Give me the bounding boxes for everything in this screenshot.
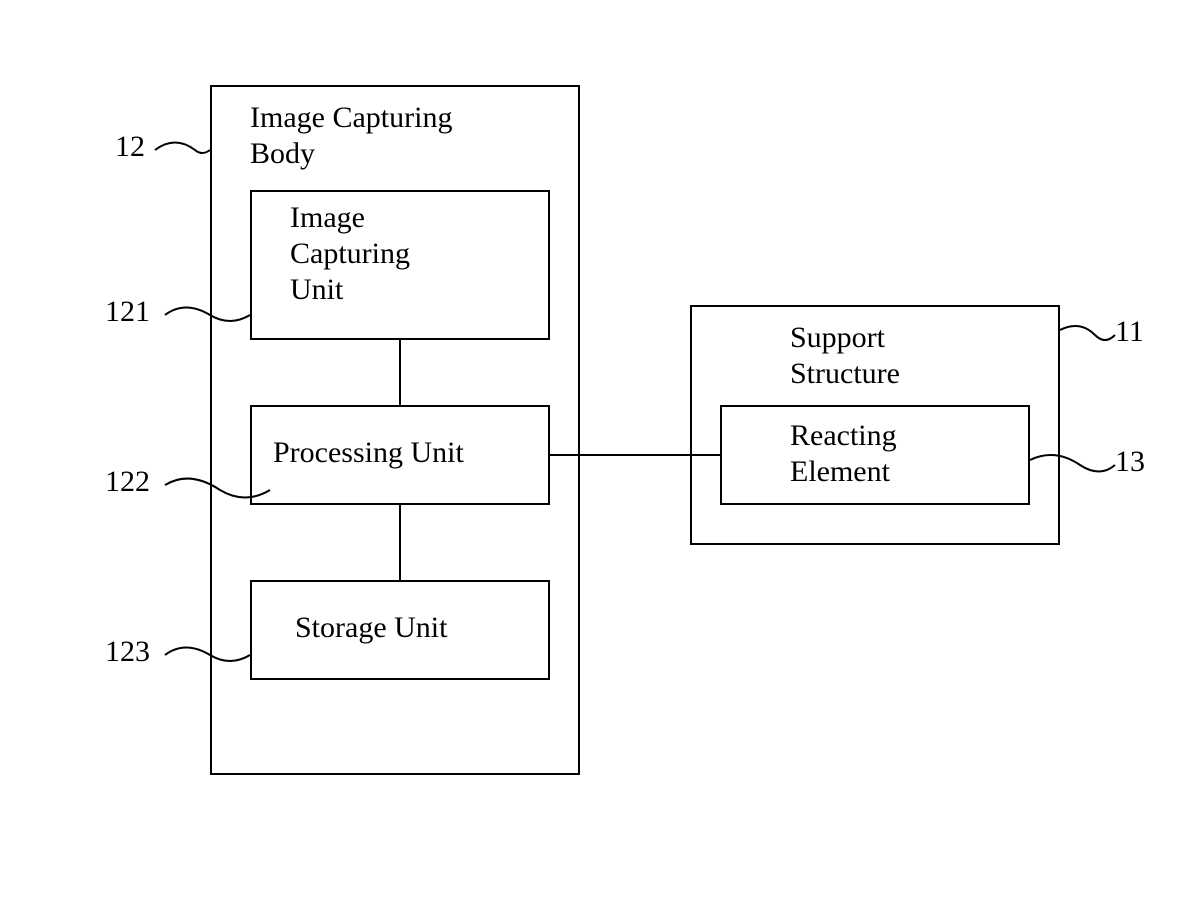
label-reacting-element: Reacting Element — [790, 418, 897, 490]
ref-13: 13 — [1115, 445, 1145, 479]
label-image-capturing-body: Image Capturing Body — [250, 100, 452, 172]
ref-123: 123 — [105, 635, 150, 669]
diagram-canvas: Image Capturing Body Image Capturing Uni… — [0, 0, 1192, 897]
ref-121: 121 — [105, 295, 150, 329]
label-processing-unit: Processing Unit — [273, 435, 464, 471]
ref-12: 12 — [115, 130, 145, 164]
label-storage-unit: Storage Unit — [295, 610, 447, 646]
ref-11: 11 — [1115, 315, 1144, 349]
ref-122: 122 — [105, 465, 150, 499]
leader-11 — [1060, 326, 1115, 340]
leader-12 — [155, 143, 210, 154]
label-image-capturing-unit: Image Capturing Unit — [290, 200, 410, 308]
label-support-structure: Support Structure — [790, 320, 900, 392]
